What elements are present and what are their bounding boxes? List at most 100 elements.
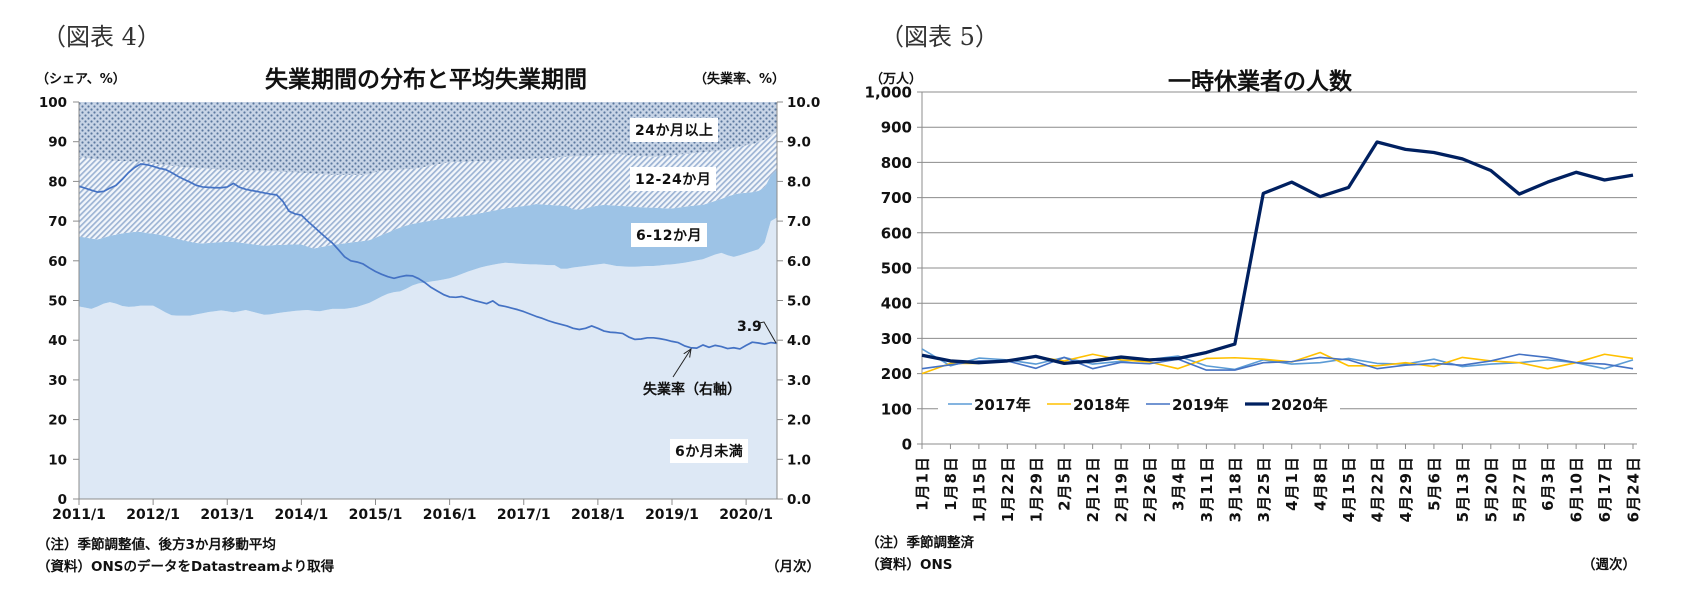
x-tick-label: 4月8日 [1312, 456, 1330, 511]
left-y-tick-label: 50 [48, 294, 67, 310]
x-tick-label: 6月10日 [1568, 456, 1586, 522]
legend-label: 2017年 [974, 396, 1031, 414]
x-tick-label: 1月1日 [914, 456, 932, 511]
y-tick-label: 900 [881, 119, 912, 137]
figure-4-label: （図表 4） [42, 23, 161, 51]
left-y-tick-label: 60 [48, 254, 67, 270]
x-tick-label: 2月26日 [1141, 456, 1159, 522]
legend-label: 2018年 [1073, 396, 1130, 414]
unemployment-duration-chart: 0 10 20 30 40 50 60 70 80 90 100 0.0 1.0 2.0 3.0 4.0 5.0… [39, 95, 821, 523]
right-y-tick-label: 7.0 [787, 214, 811, 230]
right-axis-unit: （失業率、%） [694, 72, 786, 87]
y-tick-label: 500 [881, 260, 912, 278]
left-y-tick-label: 30 [48, 373, 67, 389]
area-label-12-24-months: 12-24か月 [630, 167, 717, 191]
left-y-tick-label: 40 [48, 333, 67, 349]
x-tick-label: 2015/1 [349, 507, 403, 523]
x-tick-label: 2017/1 [497, 507, 551, 523]
y-tick-label: 800 [881, 154, 912, 172]
x-tick-label: 3月25日 [1255, 456, 1273, 522]
y-tick-label: 0 [902, 436, 912, 454]
stacked-area-series-0 [79, 217, 777, 499]
chart2-note: （注）季節調整済 [866, 535, 974, 551]
legend-label: 2020年 [1271, 396, 1328, 414]
x-tick-label: 2月12日 [1084, 456, 1102, 522]
x-tick-label: 1月29日 [1027, 456, 1045, 522]
x-tick-label: 2013/1 [200, 507, 254, 523]
legend-background [938, 393, 1340, 416]
x-tick-label: 2011/1 [52, 507, 106, 523]
chart2-title: 一時休業者の人数 [1168, 69, 1352, 95]
x-tick-label: 5月6日 [1425, 456, 1443, 511]
right-y-tick-label: 2.0 [787, 413, 811, 429]
right-y-tick-label: 8.0 [787, 174, 811, 190]
x-tick-label: 2月19日 [1113, 456, 1131, 522]
chart2-y-axis-unit: （万人） [870, 72, 923, 87]
chart1-annotations: 3.9 失業率（右軸） [643, 319, 777, 398]
last-value-leader-line [758, 321, 777, 344]
x-tick-label: 6月3日 [1539, 456, 1557, 511]
left-y-tick-label: 70 [48, 214, 67, 230]
last-value-label: 3.9 [737, 319, 762, 335]
left-y-tick-label: 0 [58, 492, 67, 508]
stacked-area-series-2 [79, 131, 777, 249]
chart1-source: （資料）ONSのデータをDatastreamより取得 [37, 559, 335, 575]
chart1-axes: 0 10 20 30 40 50 60 70 80 90 100 0.0 1.0 2.0 3.0 4.0 5.0… [39, 95, 821, 523]
x-tick-label: 5月20日 [1482, 456, 1500, 522]
x-tick-label: 2014/1 [274, 507, 328, 523]
right-y-tick-label: 10.0 [787, 95, 820, 111]
unemployment-rate-series [78, 163, 778, 350]
left-y-tick-label: 20 [48, 413, 67, 429]
x-tick-label: 2月5日 [1056, 456, 1074, 511]
left-y-tick-label: 80 [48, 174, 67, 190]
x-tick-label: 1月22日 [999, 456, 1017, 522]
x-tick-label: 2019/1 [645, 507, 699, 523]
chart2-source: （資料）ONS [866, 557, 953, 573]
x-tick-label: 4月29日 [1397, 456, 1415, 522]
x-tick-label: 6月24日 [1625, 456, 1643, 522]
x-tick-label: 3月18日 [1226, 456, 1244, 522]
stacked-area-series-1 [79, 169, 777, 316]
unemployment-rate-label: 失業率（右軸） [643, 381, 741, 398]
chart2-grid-and-axes: 0 100 200 300 400 500 600 700 800 900 1,000 1月1日 1月8… [865, 84, 1643, 523]
y-tick-label: 300 [881, 330, 912, 348]
x-tick-label: 1月8日 [942, 456, 960, 511]
chart2-legend: 2017年 2018年 2019年 2020年 [938, 393, 1340, 416]
area-label-6-12-months: 6-12か月 [631, 223, 708, 247]
chart2-frequency: （週次） [1582, 557, 1636, 573]
y-tick-label: 100 [881, 400, 912, 418]
x-tick-label: 1月15日 [970, 456, 988, 522]
x-tick-label: 3月4日 [1169, 456, 1187, 511]
x-tick-label: 5月27日 [1511, 456, 1529, 522]
temporary-absence-chart: 0 100 200 300 400 500 600 700 800 900 1,000 1月1日 1月8… [865, 84, 1643, 523]
area-label-under-6-months: 6か月未満 [670, 439, 749, 463]
chart1-title: 失業期間の分布と平均失業期間 [265, 67, 587, 93]
left-y-tick-label: 100 [39, 95, 67, 111]
line-series-2 [921, 353, 1634, 371]
legend-label: 2019年 [1172, 396, 1229, 414]
x-tick-label: 5月13日 [1454, 456, 1472, 522]
x-tick-label: 3月11日 [1198, 456, 1216, 522]
stacked-areas [79, 102, 777, 499]
right-y-tick-label: 4.0 [787, 333, 811, 349]
right-y-tick-label: 5.0 [787, 294, 811, 310]
y-tick-label: 200 [881, 365, 912, 383]
right-y-tick-label: 9.0 [787, 135, 811, 151]
left-y-tick-label: 10 [48, 452, 67, 468]
x-tick-label: 2018/1 [571, 507, 625, 523]
x-tick-label: 2016/1 [423, 507, 477, 523]
unemployment-rate-arrow [672, 349, 691, 378]
line-series-3 [921, 140, 1634, 366]
right-y-tick-label: 3.0 [787, 373, 811, 389]
figure-5-label: （図表 5） [880, 23, 999, 51]
stacked-area-series-3 [79, 102, 777, 176]
left-axis-unit: （シェア、%） [36, 72, 126, 87]
x-tick-label: 6月17日 [1596, 456, 1614, 522]
x-tick-label: 4月15日 [1340, 456, 1358, 522]
chart2-series [921, 140, 1634, 375]
chart1-frequency: （月次） [766, 559, 820, 575]
left-y-tick-label: 90 [48, 135, 67, 151]
unemployment-rate-line [78, 163, 778, 350]
area-label-24-plus-months: 24か月以上 [630, 118, 719, 142]
